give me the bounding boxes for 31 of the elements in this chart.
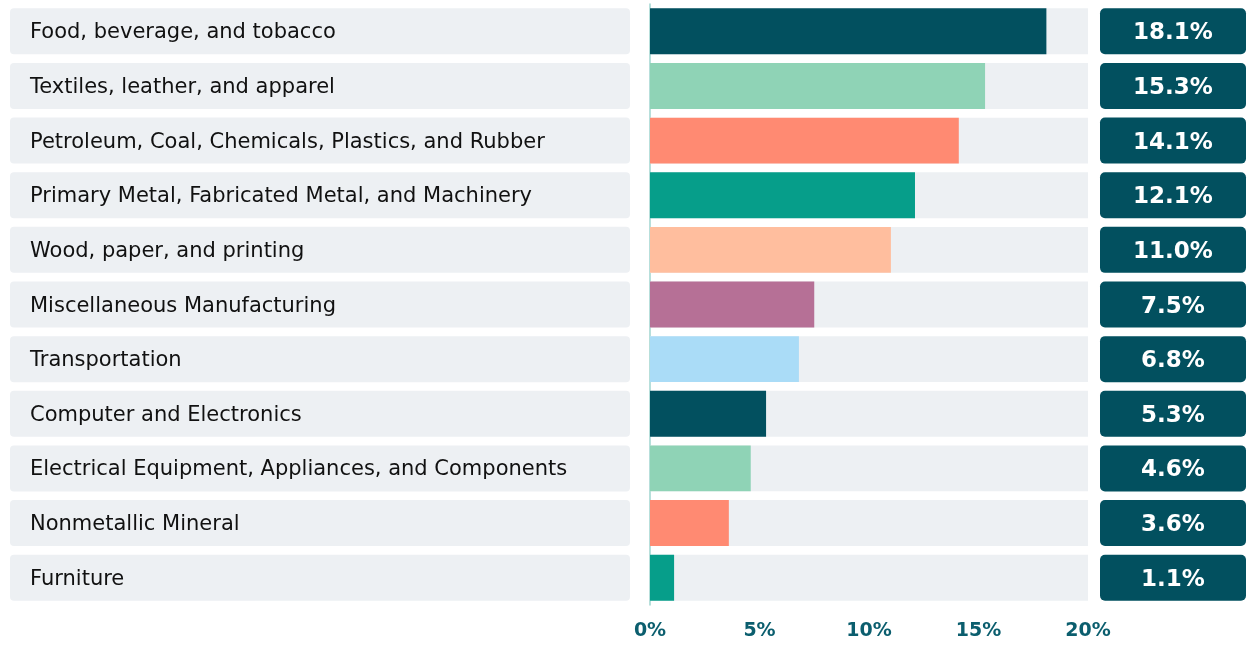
y-tick-label: Food, beverage, and tobacco xyxy=(30,19,336,44)
x-tick-label: 15% xyxy=(955,617,1002,640)
data-label: 5.3% xyxy=(1141,400,1205,427)
x-tick-label: 0% xyxy=(633,617,667,640)
data-label: 4.6% xyxy=(1141,455,1205,482)
y-tick-label: Miscellaneous Manufacturing xyxy=(30,292,336,317)
y-tick-label: Nonmetallic Mineral xyxy=(30,511,240,536)
bar xyxy=(650,500,729,546)
bar xyxy=(650,554,675,601)
y-tick-label: Furniture xyxy=(30,565,125,590)
data-label: 14.1% xyxy=(1133,127,1213,154)
data-label: 15.3% xyxy=(1133,72,1213,99)
y-tick-label: Electrical Equipment, Appliances, and Components xyxy=(30,456,568,481)
data-label: 18.1% xyxy=(1133,18,1213,45)
x-tick-label: 20% xyxy=(1065,617,1111,640)
bar xyxy=(650,390,767,437)
y-tick-label: Petroleum, Coal, Chemicals, Plastics, and Rubber xyxy=(30,128,546,153)
data-label: 7.5% xyxy=(1141,291,1205,318)
bar xyxy=(650,445,751,492)
x-tick-label: 5% xyxy=(743,617,776,640)
data-label: 6.8% xyxy=(1141,346,1205,373)
data-label: 11.0% xyxy=(1133,236,1213,263)
y-tick-label: Computer and Electronics xyxy=(30,401,302,426)
data-label: 3.6% xyxy=(1141,510,1205,537)
y-tick-label: Transportation xyxy=(29,347,182,372)
y-tick-label: Primary Metal, Fabricated Metal, and Machinery xyxy=(30,183,533,208)
data-label: 12.1% xyxy=(1133,182,1213,209)
x-tick-label: 10% xyxy=(846,617,892,640)
data-label: 1.1% xyxy=(1141,564,1205,591)
y-tick-label: Wood, paper, and printing xyxy=(30,237,305,262)
y-tick-label: Textiles, leather, and apparel xyxy=(29,73,335,98)
